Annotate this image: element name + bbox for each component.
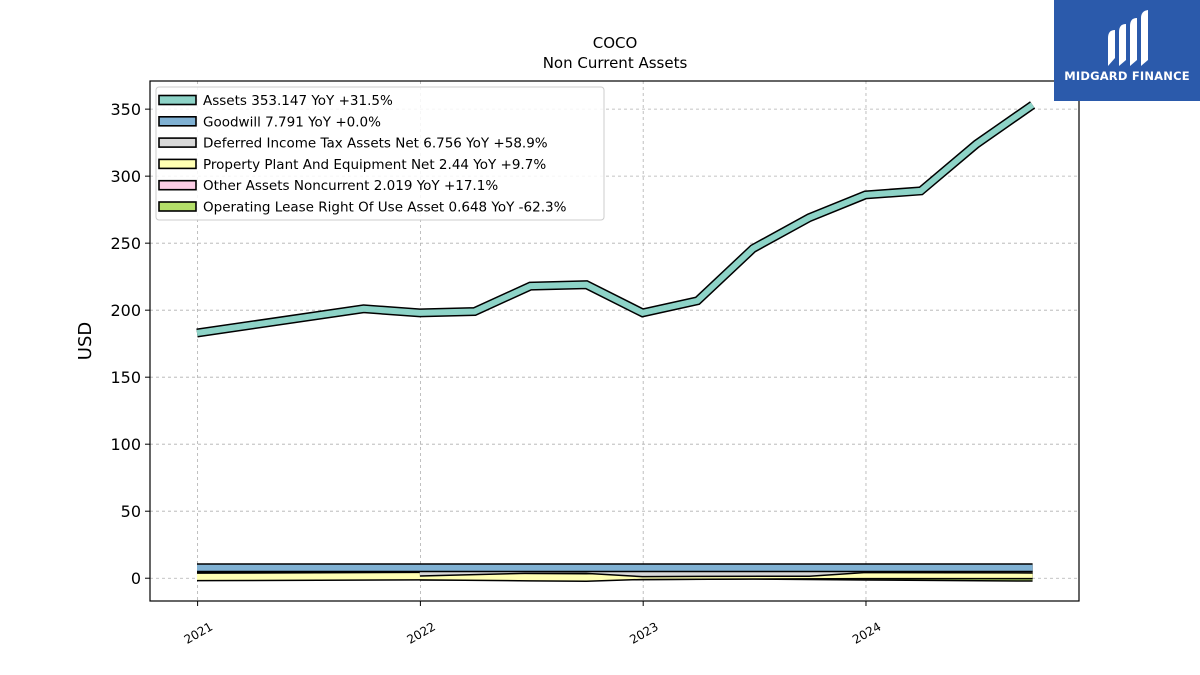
- y-tick-label: 200: [110, 301, 141, 320]
- legend-label: Goodwill 7.791 YoY +0.0%: [203, 114, 381, 130]
- legend-label: Property Plant And Equipment Net 2.44 Yo…: [203, 157, 546, 173]
- brand-mark-icon: [1108, 10, 1148, 66]
- legend-label: Operating Lease Right Of Use Asset 0.648…: [203, 200, 567, 216]
- y-tick-label: 50: [121, 502, 141, 521]
- legend-box: [155, 86, 605, 221]
- legend-swatch: [158, 201, 197, 212]
- legend-label: Deferred Income Tax Assets Net 6.756 YoY…: [203, 136, 548, 152]
- legend-label: Assets 353.147 YoY +31.5%: [203, 93, 393, 109]
- legend-item: Goodwill 7.791 YoY +0.0%: [158, 114, 381, 130]
- brand-name: MIDGARD FINANCE: [1064, 69, 1190, 83]
- y-tick-label: 0: [131, 569, 141, 588]
- y-tick-label: 300: [110, 167, 141, 186]
- legend-swatch: [158, 158, 197, 170]
- legend-item: Deferred Income Tax Assets Net 6.756 YoY…: [158, 136, 548, 152]
- series-line: [196, 102, 1035, 336]
- chart-subtitle: Non Current Assets: [543, 54, 688, 72]
- legend-swatch: [158, 116, 197, 127]
- x-tick-label: 2023: [627, 619, 660, 646]
- legend-swatch: [158, 137, 197, 148]
- chart-title: COCO: [593, 34, 638, 52]
- y-tick-label: 100: [110, 435, 141, 454]
- legend-item: Other Assets Noncurrent 2.019 YoY +17.1%: [158, 178, 498, 194]
- plot-frame: [149, 80, 1080, 602]
- y-tick-label: 150: [110, 368, 141, 387]
- legend-label: Other Assets Noncurrent 2.019 YoY +17.1%: [203, 178, 498, 194]
- legend-swatch: [158, 179, 197, 191]
- series-property-plant-and-equipment-net: [196, 570, 1033, 583]
- legend-item: Property Plant And Equipment Net 2.44 Yo…: [158, 157, 546, 173]
- series-assets: [196, 101, 1036, 338]
- legend-item: Assets 353.147 YoY +31.5%: [158, 93, 393, 109]
- y-tick-label: 350: [110, 100, 141, 119]
- brand-logo: MIDGARD FINANCE: [1054, 0, 1200, 101]
- y-tick-label: 250: [110, 234, 141, 253]
- x-tick-label: 2022: [404, 619, 437, 646]
- x-tick-label: 2024: [850, 619, 883, 646]
- x-tick-label: 2021: [182, 619, 215, 646]
- series-line: [196, 571, 1033, 581]
- legend-item: Operating Lease Right Of Use Asset 0.648…: [158, 200, 567, 216]
- legend-swatch: [158, 94, 197, 106]
- y-axis-label: USD: [75, 322, 96, 360]
